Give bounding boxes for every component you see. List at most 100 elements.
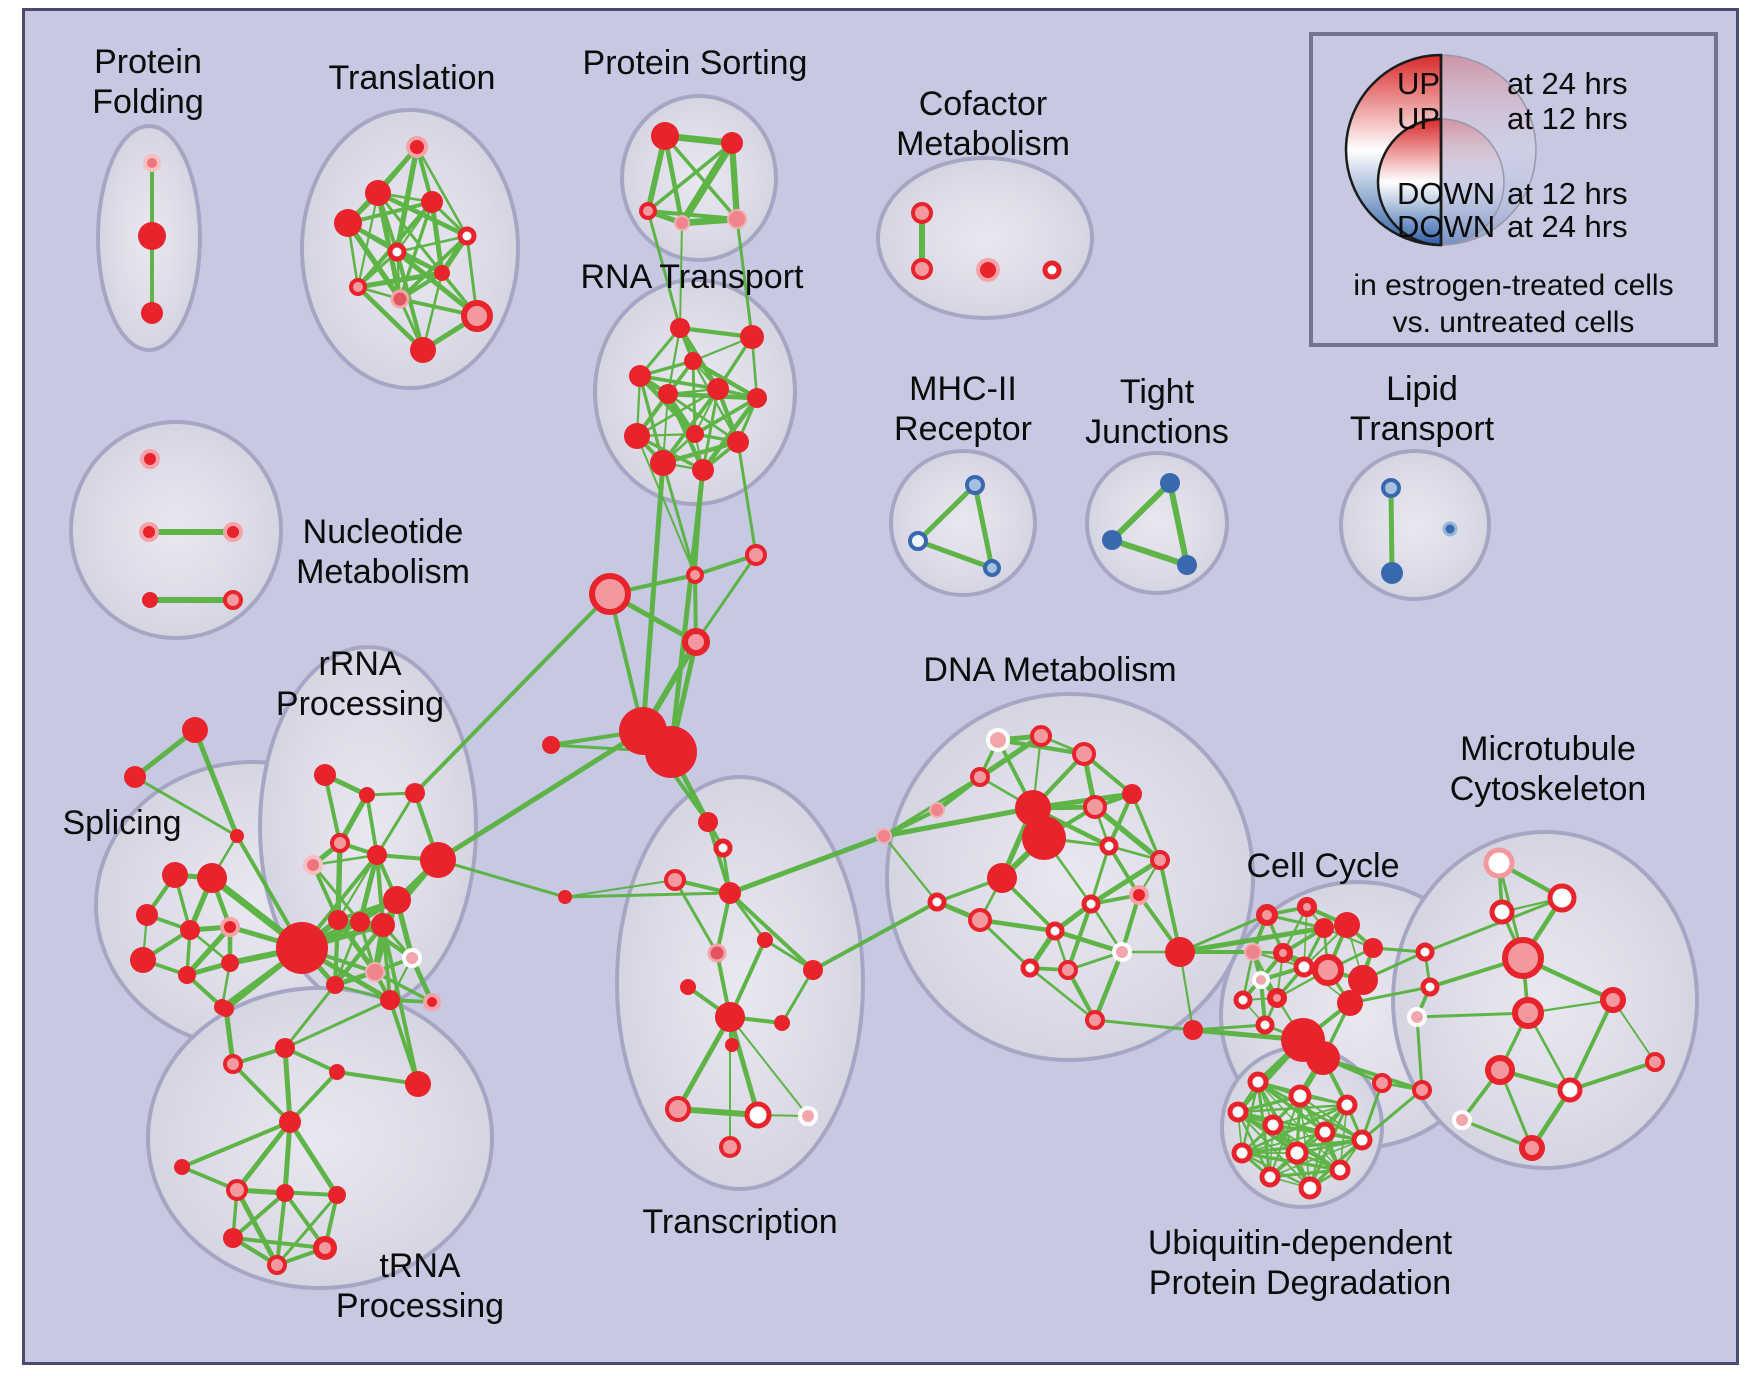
network-edge [675, 1014, 733, 1112]
legend-caption-line2: vs. untreated cells [1392, 306, 1635, 339]
node-cc-21 [1412, 1080, 1432, 1100]
node-rna-6 [747, 388, 767, 408]
node-spl-7 [221, 954, 239, 972]
legend-glyph-inner-right [1440, 118, 1505, 246]
legend-box: UP at 24 hrs UP at 12 hrs DOWN at 12 hrs… [1309, 32, 1718, 347]
network-edge [288, 1070, 339, 1124]
node-trna-0 [218, 1001, 234, 1017]
node-tl-10 [410, 337, 436, 363]
node-dna-16 [1045, 921, 1065, 941]
legend-state-up24: UP [1397, 66, 1441, 101]
node-dna-2 [1072, 742, 1096, 766]
legend-time-down12: at 12 hrs [1507, 176, 1628, 211]
node-dna-1 [1030, 725, 1052, 747]
node-tl-1 [365, 180, 391, 206]
node-spl-5 [130, 947, 156, 973]
network-edge [635, 387, 720, 438]
network-edge [972, 482, 995, 571]
network-link-dna-cc [1191, 1023, 1267, 1032]
cluster-ellipse-ps [620, 94, 778, 262]
node-tr-17 [803, 960, 823, 980]
legend-caption-line1: in estrogen-treated cells [1353, 269, 1674, 302]
network-link-cc-ub [1360, 1088, 1424, 1142]
network-edge [1321, 1056, 1424, 1092]
node-cc-12 [1348, 965, 1378, 995]
network-edge [915, 482, 978, 544]
node-dna-17 [1058, 960, 1078, 980]
node-trna-11 [267, 1255, 287, 1275]
node-spl-4 [220, 917, 240, 937]
node-tj-2 [1177, 555, 1197, 575]
network-edge [673, 878, 719, 955]
node-nm-1 [139, 522, 159, 542]
network-link-rna-tr [693, 468, 705, 577]
network-edge [1088, 857, 1163, 907]
node-trna-5 [174, 1159, 190, 1175]
node-rna-4 [658, 384, 678, 404]
node-trna-4 [279, 1111, 301, 1133]
legend-time-up24: at 24 hrs [1507, 66, 1628, 101]
node-cc-19 [1407, 1007, 1427, 1027]
network-edge [1109, 537, 1190, 568]
node-tr-10 [664, 869, 686, 891]
node-rrna-9 [350, 912, 370, 932]
network-edge [677, 325, 755, 340]
legend-state-down12: DOWN [1397, 176, 1496, 211]
network-edge [1130, 792, 1162, 862]
network-edge [564, 879, 676, 898]
node-tr-20 [744, 1101, 772, 1129]
node-trna-6 [226, 1179, 248, 1201]
node-dna-6 [1083, 795, 1107, 819]
network-edge [728, 891, 815, 972]
node-spl-6 [178, 966, 196, 984]
node-dna-22 [1085, 1010, 1105, 1030]
network-edge [706, 820, 732, 895]
node-rrna-16 [276, 922, 328, 974]
node-dna-9 [987, 863, 1017, 893]
node-tj-0 [1160, 473, 1180, 493]
node-tr-1 [645, 726, 697, 778]
node-dna-4 [929, 802, 945, 818]
network-edge [394, 249, 480, 319]
node-tj-1 [1102, 530, 1122, 550]
network-link-ps-rna [679, 222, 683, 329]
network-edge [1052, 928, 1125, 955]
node-rrna-10 [371, 913, 395, 937]
network-edge [394, 144, 420, 255]
node-rna-9 [727, 431, 749, 453]
node-pf-2 [141, 302, 163, 324]
network-edge [234, 1187, 280, 1268]
node-cc-5 [1244, 943, 1262, 961]
network-edge [694, 553, 758, 644]
network-edge [282, 1119, 293, 1196]
node-tr-8 [698, 812, 718, 832]
node-ub-7 [1231, 1142, 1253, 1164]
network-edge [638, 374, 720, 391]
node-rna-3 [629, 365, 651, 387]
node-ub-9 [1329, 1159, 1351, 1181]
node-rrna-1 [359, 787, 375, 803]
network-link-rrna-tr [436, 858, 567, 899]
node-mt-1 [1547, 883, 1577, 913]
network-edge [977, 733, 1044, 780]
node-mt-7 [1557, 1077, 1583, 1103]
node-dna-19 [1112, 942, 1132, 962]
node-tr-15 [715, 1002, 745, 1032]
node-nm-3 [142, 592, 158, 608]
network-edge [1348, 985, 1432, 1005]
node-mt-0 [1483, 847, 1515, 879]
network-edge [690, 358, 760, 401]
cluster-ellipse-tr [615, 775, 865, 1191]
node-mt-10 [1645, 1052, 1665, 1072]
node-rrna-3 [330, 833, 350, 853]
node-lt-2 [1442, 521, 1458, 537]
node-trna-2 [275, 1038, 295, 1058]
node-cc-16 [1306, 1041, 1340, 1075]
network-edge [365, 793, 379, 857]
node-rrna-8 [328, 910, 348, 930]
node-spl-2 [136, 904, 158, 926]
node-tr-16 [774, 1015, 790, 1031]
network-edge [661, 387, 720, 465]
node-rna-2 [684, 352, 702, 370]
network-edge [727, 1014, 761, 1118]
